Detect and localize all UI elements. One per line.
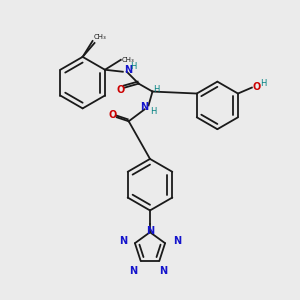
Text: H: H xyxy=(154,85,160,94)
Text: H: H xyxy=(151,107,157,116)
Text: N: N xyxy=(124,65,132,75)
Text: O: O xyxy=(117,85,125,94)
Text: N: N xyxy=(140,102,148,112)
Text: N: N xyxy=(146,226,154,236)
Text: N: N xyxy=(119,236,127,246)
Text: H: H xyxy=(260,79,266,88)
Text: CH₃: CH₃ xyxy=(94,34,106,40)
Text: N: N xyxy=(173,236,181,246)
Text: N: N xyxy=(129,266,137,276)
Text: CH₃: CH₃ xyxy=(122,57,134,63)
Text: N: N xyxy=(159,266,167,276)
Text: O: O xyxy=(109,110,117,120)
Text: O: O xyxy=(253,82,261,92)
Text: H: H xyxy=(130,62,136,71)
